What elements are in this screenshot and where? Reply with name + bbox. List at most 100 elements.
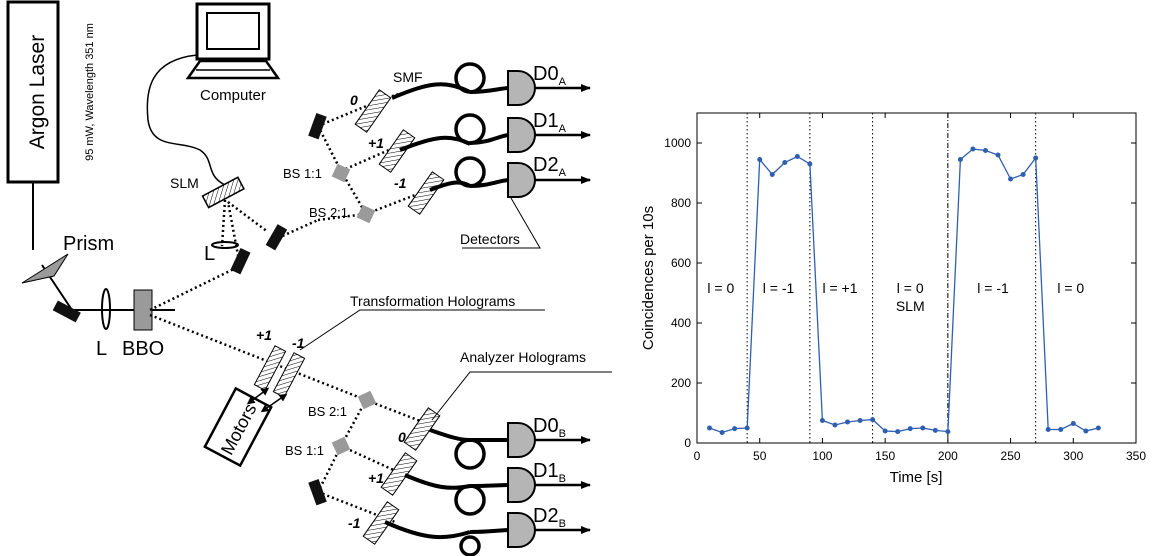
prism: Prism — [21, 233, 114, 284]
transformation-callout: Transformation Holograms — [299, 293, 545, 351]
data-point — [870, 417, 876, 423]
y-tick-label: 200 — [671, 376, 691, 390]
data-point — [970, 146, 976, 152]
detector — [507, 422, 536, 458]
detector — [507, 117, 536, 153]
data-point — [1070, 421, 1076, 426]
prism-label: Prism — [63, 233, 114, 255]
detectors-label: Detectors — [460, 231, 520, 247]
hologram — [378, 129, 416, 173]
bs-lower-1-label: BS 2:1 — [308, 404, 347, 419]
laser-spec: 95 mW, Wavelength 351 nm — [84, 23, 96, 161]
data-point — [719, 430, 725, 435]
hologram — [403, 407, 441, 451]
beam-splitter — [357, 390, 377, 410]
x-axis: 0 50 100 150 200 250 300 350 — [694, 113, 1146, 463]
y-axis-label: Coincidences per 10s — [640, 206, 657, 350]
slm-label: SLM — [170, 175, 199, 191]
hologram — [253, 345, 287, 391]
data-point — [1020, 172, 1026, 177]
region-labels: l = 0 l = -1 l = +1 l = 0 SLM l = -1 l = 0 — [707, 280, 1084, 314]
hologram-order: -1 — [348, 515, 361, 531]
detector — [507, 512, 536, 548]
x-tick-label: 200 — [938, 449, 958, 463]
data-point — [832, 422, 838, 428]
upper-photon-path — [149, 92, 429, 312]
data-point — [920, 425, 926, 431]
bs-upper-1-label: BS 1:1 — [283, 166, 322, 181]
hologram-order: 0 — [398, 429, 406, 445]
smf-label: SMF — [393, 69, 423, 85]
detector-label: D1A — [533, 110, 567, 135]
data-point — [1008, 176, 1014, 182]
region-label: l = +1 — [822, 280, 857, 296]
bbo-crystal: BBO — [122, 289, 164, 360]
bs-lower-2-label: BS 1:1 — [285, 443, 324, 458]
series-line — [709, 148, 1099, 434]
hologram — [362, 501, 400, 545]
region-dividers — [746, 113, 1037, 443]
setup-diagram: Argon Laser 95 mW, Wavelength 351 nm Pri… — [6, 0, 612, 556]
x-tick-label: 250 — [1001, 449, 1021, 463]
hologram — [380, 452, 418, 496]
x-tick-label: 100 — [812, 449, 832, 463]
hologram-order: +1 — [368, 135, 384, 151]
lower-fibers — [384, 428, 511, 556]
plot-frame — [696, 112, 1137, 444]
data-point — [782, 160, 788, 165]
mirror — [308, 479, 327, 506]
data-point — [1033, 155, 1039, 161]
detector-label: D0B — [533, 415, 566, 440]
data-point — [1083, 428, 1089, 434]
data-point — [794, 154, 800, 159]
detector — [507, 467, 536, 503]
mirror — [230, 248, 251, 275]
y-axis: 0 200 400 600 800 1000 — [664, 136, 1136, 450]
data-point — [1045, 427, 1051, 432]
x-tick-label: 150 — [875, 449, 895, 463]
analyzer-holograms-label: Analyzer Holograms — [460, 349, 586, 365]
region-label: l = 0 — [1057, 280, 1084, 296]
motors: Motors — [203, 386, 288, 468]
data-point — [1095, 425, 1101, 431]
detectors-a: D0A D1A D2A — [507, 63, 591, 198]
detectors-b: D0B D1B D2B — [507, 415, 591, 548]
hologram — [407, 171, 445, 215]
y-tick-label: 600 — [671, 256, 691, 270]
hologram-order: +1 — [368, 470, 384, 486]
analyzer-callout: Analyzer Holograms — [431, 349, 612, 421]
transformation-holograms-label: Transformation Holograms — [350, 293, 515, 309]
mirror — [308, 113, 327, 140]
data-point — [845, 419, 851, 425]
computer-cable — [146, 54, 226, 186]
data-point — [819, 418, 825, 423]
data-point — [807, 161, 813, 167]
data-point — [895, 429, 901, 435]
slm: SLM — [170, 175, 245, 209]
detector — [507, 70, 536, 106]
data-point — [707, 425, 713, 431]
data-point — [957, 157, 963, 162]
x-tick-label: 350 — [1126, 449, 1146, 463]
x-tick-label: 0 — [694, 449, 701, 463]
data-point — [995, 152, 1001, 158]
y-tick-label: 0 — [684, 436, 691, 450]
data-point — [857, 418, 863, 423]
data-point — [1058, 427, 1064, 432]
region-label: l = -1 — [977, 280, 1009, 296]
data-series — [707, 146, 1101, 435]
y-tick-label: 400 — [671, 316, 691, 330]
data-point — [982, 148, 988, 153]
mirror — [265, 224, 288, 251]
idler-lens: L — [204, 241, 239, 265]
computer-label: Computer — [200, 87, 266, 104]
detector — [507, 162, 536, 198]
idler-lens-label: L — [204, 243, 215, 265]
data-point — [769, 172, 775, 177]
detectors-callout: Detectors — [460, 197, 541, 249]
pump-lens-label: L — [96, 338, 107, 360]
mirror — [52, 300, 81, 323]
detector-label: D2B — [533, 505, 566, 530]
x-tick-label: 50 — [753, 449, 767, 463]
